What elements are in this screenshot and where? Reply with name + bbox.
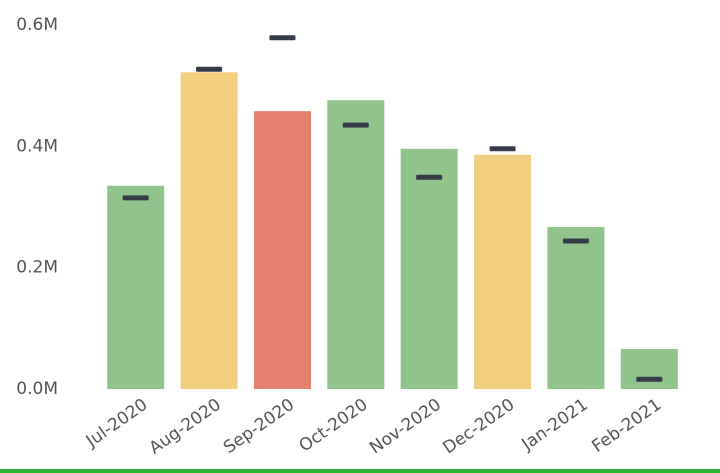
target-marker	[269, 35, 296, 41]
x-tick-label: Dec-2020	[439, 395, 518, 459]
x-tick-label: Jul-2020	[82, 395, 152, 452]
bar	[474, 154, 532, 389]
y-tick-label: 0.0M	[16, 379, 58, 399]
target-marker	[416, 174, 443, 180]
x-tick-label: Oct-2020	[296, 395, 372, 457]
x-tick-label: Sep-2020	[220, 395, 298, 458]
target-marker	[122, 195, 149, 201]
target-marker	[342, 122, 369, 128]
bar	[253, 111, 311, 389]
bar	[180, 72, 238, 389]
x-tick-label: Feb-2021	[588, 395, 665, 457]
target-marker	[562, 238, 589, 244]
target-marker	[196, 66, 223, 72]
bar	[620, 348, 678, 389]
target-marker	[636, 376, 663, 382]
bar	[400, 148, 458, 389]
bottom-border	[0, 469, 720, 473]
bar	[107, 185, 165, 389]
y-tick-label: 0.4M	[16, 136, 58, 156]
bar	[327, 100, 385, 389]
x-tick-label: Nov-2020	[366, 395, 445, 458]
y-tick-label: 0.2M	[16, 258, 58, 278]
y-tick-label: 0.6M	[16, 15, 58, 35]
bar	[547, 227, 605, 389]
target-marker	[489, 146, 516, 152]
x-tick-label: Aug-2020	[146, 395, 225, 459]
x-tick-label: Jan-2021	[517, 395, 591, 455]
